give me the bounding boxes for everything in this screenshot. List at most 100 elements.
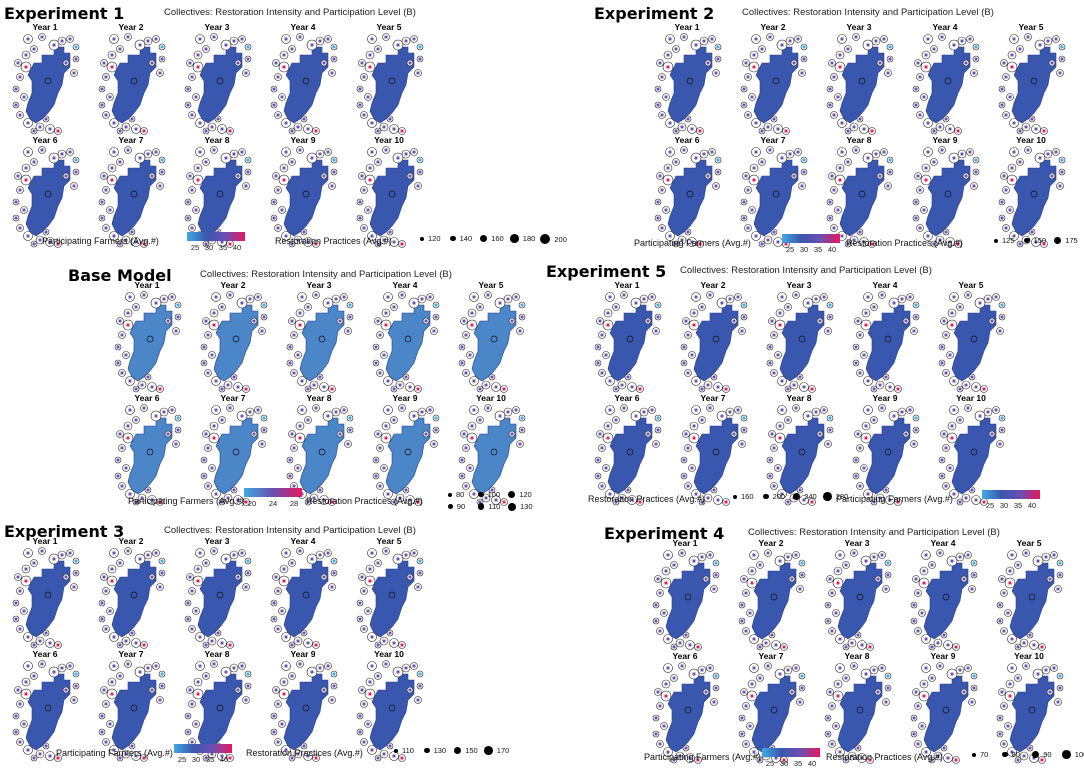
collective-marker — [774, 351, 782, 359]
collective-marker — [491, 495, 501, 505]
size-legend-value: 130 — [433, 746, 447, 755]
collective-marker — [116, 240, 124, 248]
region-shape — [607, 304, 653, 382]
collective-marker — [398, 754, 406, 762]
collective-marker — [315, 663, 325, 673]
center-marker — [1030, 190, 1038, 198]
collective-marker — [195, 118, 205, 128]
year-label: Year 5 — [1016, 538, 1042, 548]
collective-marker — [315, 36, 325, 46]
collective-marker — [938, 146, 946, 154]
collective-map — [938, 291, 1006, 393]
collective-marker — [23, 548, 33, 558]
collective-marker — [174, 301, 182, 309]
color-legend-tick: 28 — [289, 499, 299, 508]
collective-marker — [109, 34, 119, 44]
collective-marker — [274, 700, 282, 708]
collective-marker — [918, 690, 930, 702]
collective-map — [738, 549, 806, 651]
collective-marker — [38, 33, 46, 41]
collective-marker — [304, 416, 312, 424]
center-marker — [856, 706, 864, 714]
collective-marker — [652, 714, 660, 722]
collective-marker — [320, 686, 328, 694]
collective-marker — [652, 327, 660, 335]
size-legend-item: 80 — [1002, 750, 1020, 759]
collective-marker — [860, 319, 872, 331]
collective-marker — [1050, 664, 1058, 672]
collective-marker — [21, 50, 31, 60]
collective-marker — [910, 617, 918, 625]
collective-marker — [382, 547, 390, 555]
collective-marker — [279, 50, 289, 60]
collective-marker — [800, 156, 808, 164]
collective-marker — [878, 291, 886, 299]
size-legend-item: 120 — [420, 234, 441, 243]
collective-marker — [236, 410, 248, 422]
collective-marker — [416, 55, 424, 63]
collective-marker — [677, 122, 687, 132]
region-shape — [1009, 562, 1055, 640]
collective-marker — [38, 660, 46, 668]
collective-marker — [930, 240, 938, 248]
color-legend-bar — [762, 748, 820, 757]
size-legend-item: 200 — [763, 492, 785, 501]
collective-marker — [270, 615, 278, 623]
collective-marker — [20, 206, 28, 214]
collective-marker — [747, 566, 757, 576]
collective-marker — [374, 158, 382, 166]
collective-marker — [935, 235, 945, 245]
size-legend-value: 140 — [459, 234, 473, 243]
collective-map — [766, 404, 834, 506]
collective-marker — [798, 672, 806, 680]
collective-marker — [14, 59, 22, 67]
center-marker — [490, 448, 498, 456]
year-map-cell: Year 2 — [732, 22, 814, 137]
collective-marker — [309, 493, 319, 503]
collective-marker — [702, 575, 710, 583]
collective-marker — [1014, 674, 1022, 682]
collective-marker — [102, 700, 110, 708]
collective-marker — [1006, 174, 1018, 186]
collective-marker — [132, 416, 140, 424]
collective-marker — [790, 172, 798, 180]
collective-marker — [1007, 663, 1017, 673]
collective-marker — [297, 405, 307, 415]
collective-marker — [374, 754, 382, 762]
collective-marker — [229, 550, 239, 560]
collective-marker — [612, 416, 620, 424]
collective-marker — [158, 682, 166, 690]
year-map-cell: Year 1 — [4, 536, 86, 651]
collective-marker — [906, 293, 914, 301]
collective-marker — [1002, 73, 1010, 81]
collective-marker — [612, 303, 620, 311]
collective-marker — [279, 163, 289, 173]
collective-marker — [844, 240, 852, 248]
collective-marker — [294, 319, 306, 331]
collective-marker — [72, 557, 80, 565]
color-legend-label: Participating Farmers (Avg.#) — [836, 494, 953, 504]
collective-marker — [281, 745, 291, 755]
collective-marker — [35, 235, 45, 245]
collective-marker — [782, 127, 790, 135]
collective-marker — [234, 172, 242, 180]
collective-marker — [703, 380, 713, 390]
collective-marker — [794, 35, 802, 43]
center-marker — [712, 335, 720, 343]
collective-marker — [870, 303, 878, 311]
collective-marker — [274, 738, 282, 746]
collective-marker — [195, 147, 205, 157]
collective-marker — [281, 34, 291, 44]
year-map-cell: Year 2 — [730, 538, 812, 653]
collective-marker — [16, 587, 24, 595]
collective-marker — [134, 666, 146, 678]
year-label: Year 5 — [376, 22, 402, 32]
collective-marker — [281, 118, 291, 128]
collective-marker — [356, 214, 364, 222]
color-legend-tick: 35 — [793, 759, 803, 768]
panel-subtitle: Collectives: Restoration Intensity and P… — [742, 7, 994, 18]
year-map-cell: Year 6 — [646, 135, 728, 250]
collective-map — [114, 404, 182, 506]
collective-map — [652, 662, 720, 764]
collective-marker — [16, 186, 24, 194]
